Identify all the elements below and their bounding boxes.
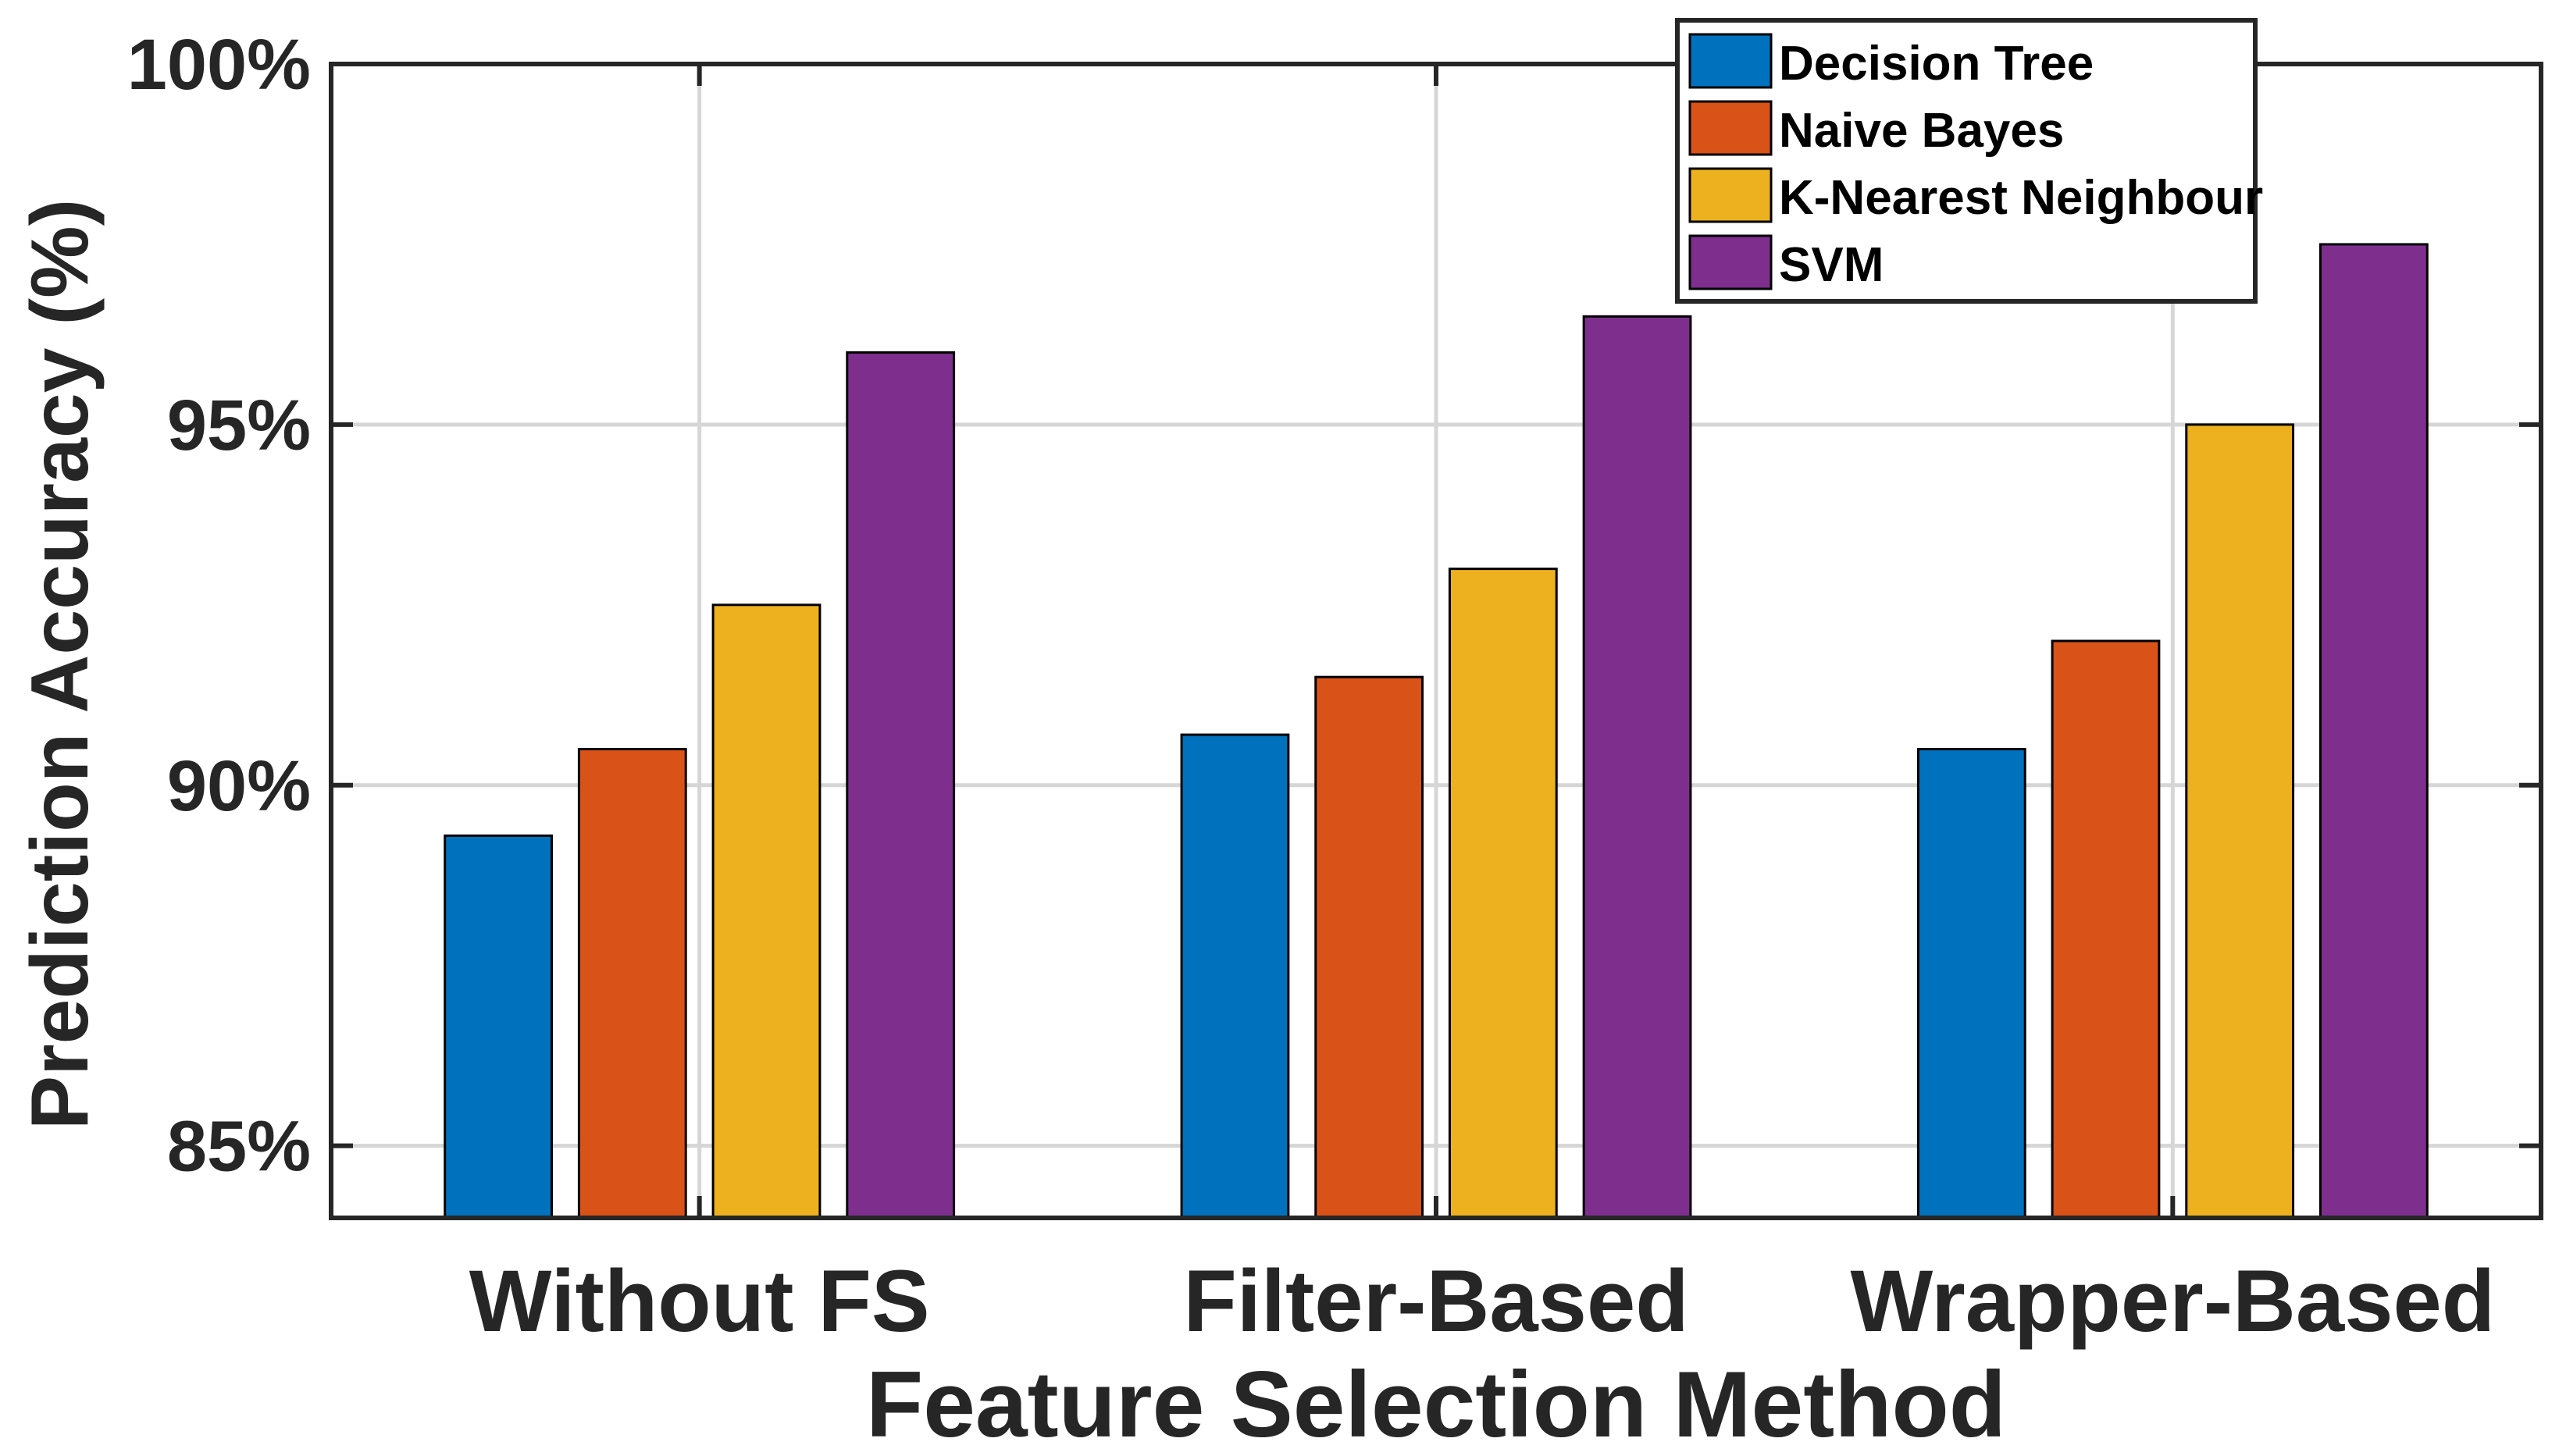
legend-label: Decision Tree [1779,37,2094,91]
legend-swatch [1688,234,1773,290]
bar-naive-bayes-wrapper-based [2051,639,2161,1219]
bar-naive-bayes-filter-based [1314,675,1424,1219]
bar-svm-without-fs [846,351,956,1219]
bar-k-nearest-neighbour-without-fs [711,603,822,1219]
legend-swatch [1688,167,1773,223]
bars [444,243,2429,1219]
x-axis-tick-labels: Without FS Filter-Based Wrapper-Based [469,1252,2495,1350]
y-axis-tick-labels: 85% 90% 95% 100% [127,25,311,1187]
bar-k-nearest-neighbour-filter-based [1448,568,1558,1219]
bar-naive-bayes-without-fs [577,748,687,1219]
x-tick-label: Wrapper-Based [1850,1252,2495,1350]
legend-label: SVM [1779,238,1884,292]
bar-svm-wrapper-based [2318,243,2429,1219]
bar-k-nearest-neighbour-wrapper-based [2185,423,2295,1219]
y-axis-title: Prediction Accuracy (%) [15,199,105,1130]
bar-svm-filter-based [1582,315,1692,1219]
bar-decision-tree-without-fs [444,834,554,1219]
legend-swatch [1688,100,1773,156]
legend: Decision Tree Naive Bayes K-Nearest Neighb… [1675,18,2263,304]
bar-decision-tree-filter-based [1180,733,1290,1219]
x-tick-label: Without FS [469,1252,930,1350]
x-tick-label: Filter-Based [1183,1252,1688,1350]
bar-decision-tree-wrapper-based [1916,748,2026,1219]
y-tick-label: 95% [167,386,311,465]
y-tick-label: 85% [167,1107,311,1187]
legend-box [1675,18,2258,304]
x-axis-title: Feature Selection Method [866,1352,2006,1456]
legend-swatch [1688,33,1773,89]
y-tick-label: 100% [127,25,311,105]
legend-label: K-Nearest Neighbour [1779,171,2263,225]
y-tick-label: 90% [167,746,311,826]
legend-label: Naive Bayes [1779,104,2064,158]
